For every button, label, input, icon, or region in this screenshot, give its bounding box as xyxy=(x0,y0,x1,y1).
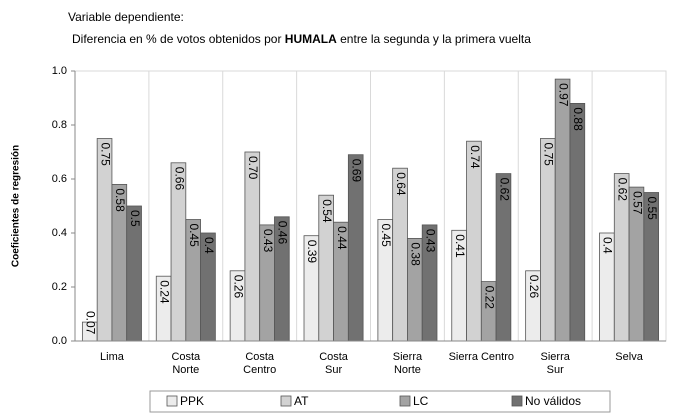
value-label: 0.57 xyxy=(630,191,644,215)
value-label: 0.75 xyxy=(98,143,112,167)
value-label: 0.55 xyxy=(645,197,659,221)
value-label: 0.46 xyxy=(276,221,290,245)
x-tick-label: Selva xyxy=(615,351,643,363)
bar xyxy=(540,138,556,342)
y-tick-label: 0.4 xyxy=(52,227,67,239)
value-label: 0.44 xyxy=(335,226,349,250)
value-label: 0.43 xyxy=(261,229,275,253)
value-label: 0.62 xyxy=(497,178,511,202)
legend-label: LC xyxy=(413,394,429,408)
chart-title: Variable dependiente: xyxy=(68,10,184,24)
x-tick-label: Costa Sur xyxy=(319,351,348,376)
legend-label: No válidos xyxy=(525,394,581,408)
value-label: 0.5 xyxy=(128,210,142,227)
bar xyxy=(466,140,482,342)
value-label: 0.45 xyxy=(379,224,393,248)
legend-swatch xyxy=(280,395,292,407)
legend-label: PPK xyxy=(180,394,204,408)
y-tick-label: 0.0 xyxy=(52,335,67,347)
value-label: 0.45 xyxy=(187,224,201,248)
legend-swatch xyxy=(511,395,523,407)
value-label: 0.97 xyxy=(556,83,570,107)
value-label: 0.70 xyxy=(246,156,260,180)
y-tick-label: 0.8 xyxy=(52,119,67,131)
value-label: 0.88 xyxy=(571,107,585,131)
value-label: 0.75 xyxy=(542,143,556,167)
legend-swatch xyxy=(399,395,411,407)
bar xyxy=(569,103,586,342)
subtitle-part: HUMALA xyxy=(285,32,337,46)
x-tick-label: Costa Norte xyxy=(171,351,201,376)
legend-swatch xyxy=(166,395,178,407)
value-label: 0.4 xyxy=(601,237,615,254)
value-label: 0.07 xyxy=(84,311,98,335)
y-axis-label: Coeficientes de regresión xyxy=(11,145,22,267)
value-label: 0.41 xyxy=(453,234,467,258)
value-label: 0.39 xyxy=(305,240,319,264)
value-label: 0.54 xyxy=(320,199,334,223)
subtitle-part: entre la segunda y la primera vuelta xyxy=(337,32,531,46)
value-label: 0.26 xyxy=(527,275,541,299)
x-tick-label: Sierra Centro xyxy=(448,351,515,363)
value-label: 0.24 xyxy=(157,280,171,304)
legend-box xyxy=(149,390,611,413)
value-label: 0.69 xyxy=(350,159,364,183)
value-label: 0.62 xyxy=(616,178,630,202)
x-tick-label: Sierra Norte xyxy=(392,351,423,376)
x-tick-label: Lima xyxy=(100,351,124,363)
x-tick-label: Costa Centro xyxy=(243,351,277,376)
value-label: 0.74 xyxy=(468,145,482,169)
value-label: 0.22 xyxy=(483,286,497,310)
value-label: 0.4 xyxy=(202,237,216,254)
chart-subtitle: Diferencia en % de votos obtenidos por H… xyxy=(72,32,531,46)
subtitle-part: Diferencia en % de votos obtenidos por xyxy=(72,32,285,46)
x-tick-label: Sierra Sur xyxy=(540,351,570,376)
bar xyxy=(347,154,364,342)
value-label: 0.38 xyxy=(409,242,423,266)
y-tick-label: 0.6 xyxy=(52,173,67,185)
bar xyxy=(554,78,571,342)
value-label: 0.26 xyxy=(231,275,245,299)
legend-label: AT xyxy=(294,394,309,408)
y-tick-label: 0.2 xyxy=(52,281,67,293)
value-label: 0.43 xyxy=(423,229,437,253)
value-label: 0.64 xyxy=(394,172,408,196)
bar xyxy=(244,151,261,342)
value-label: 0.66 xyxy=(172,167,186,191)
y-tick-label: 1.0 xyxy=(52,65,67,77)
value-label: 0.58 xyxy=(113,188,127,212)
bar xyxy=(96,138,113,342)
